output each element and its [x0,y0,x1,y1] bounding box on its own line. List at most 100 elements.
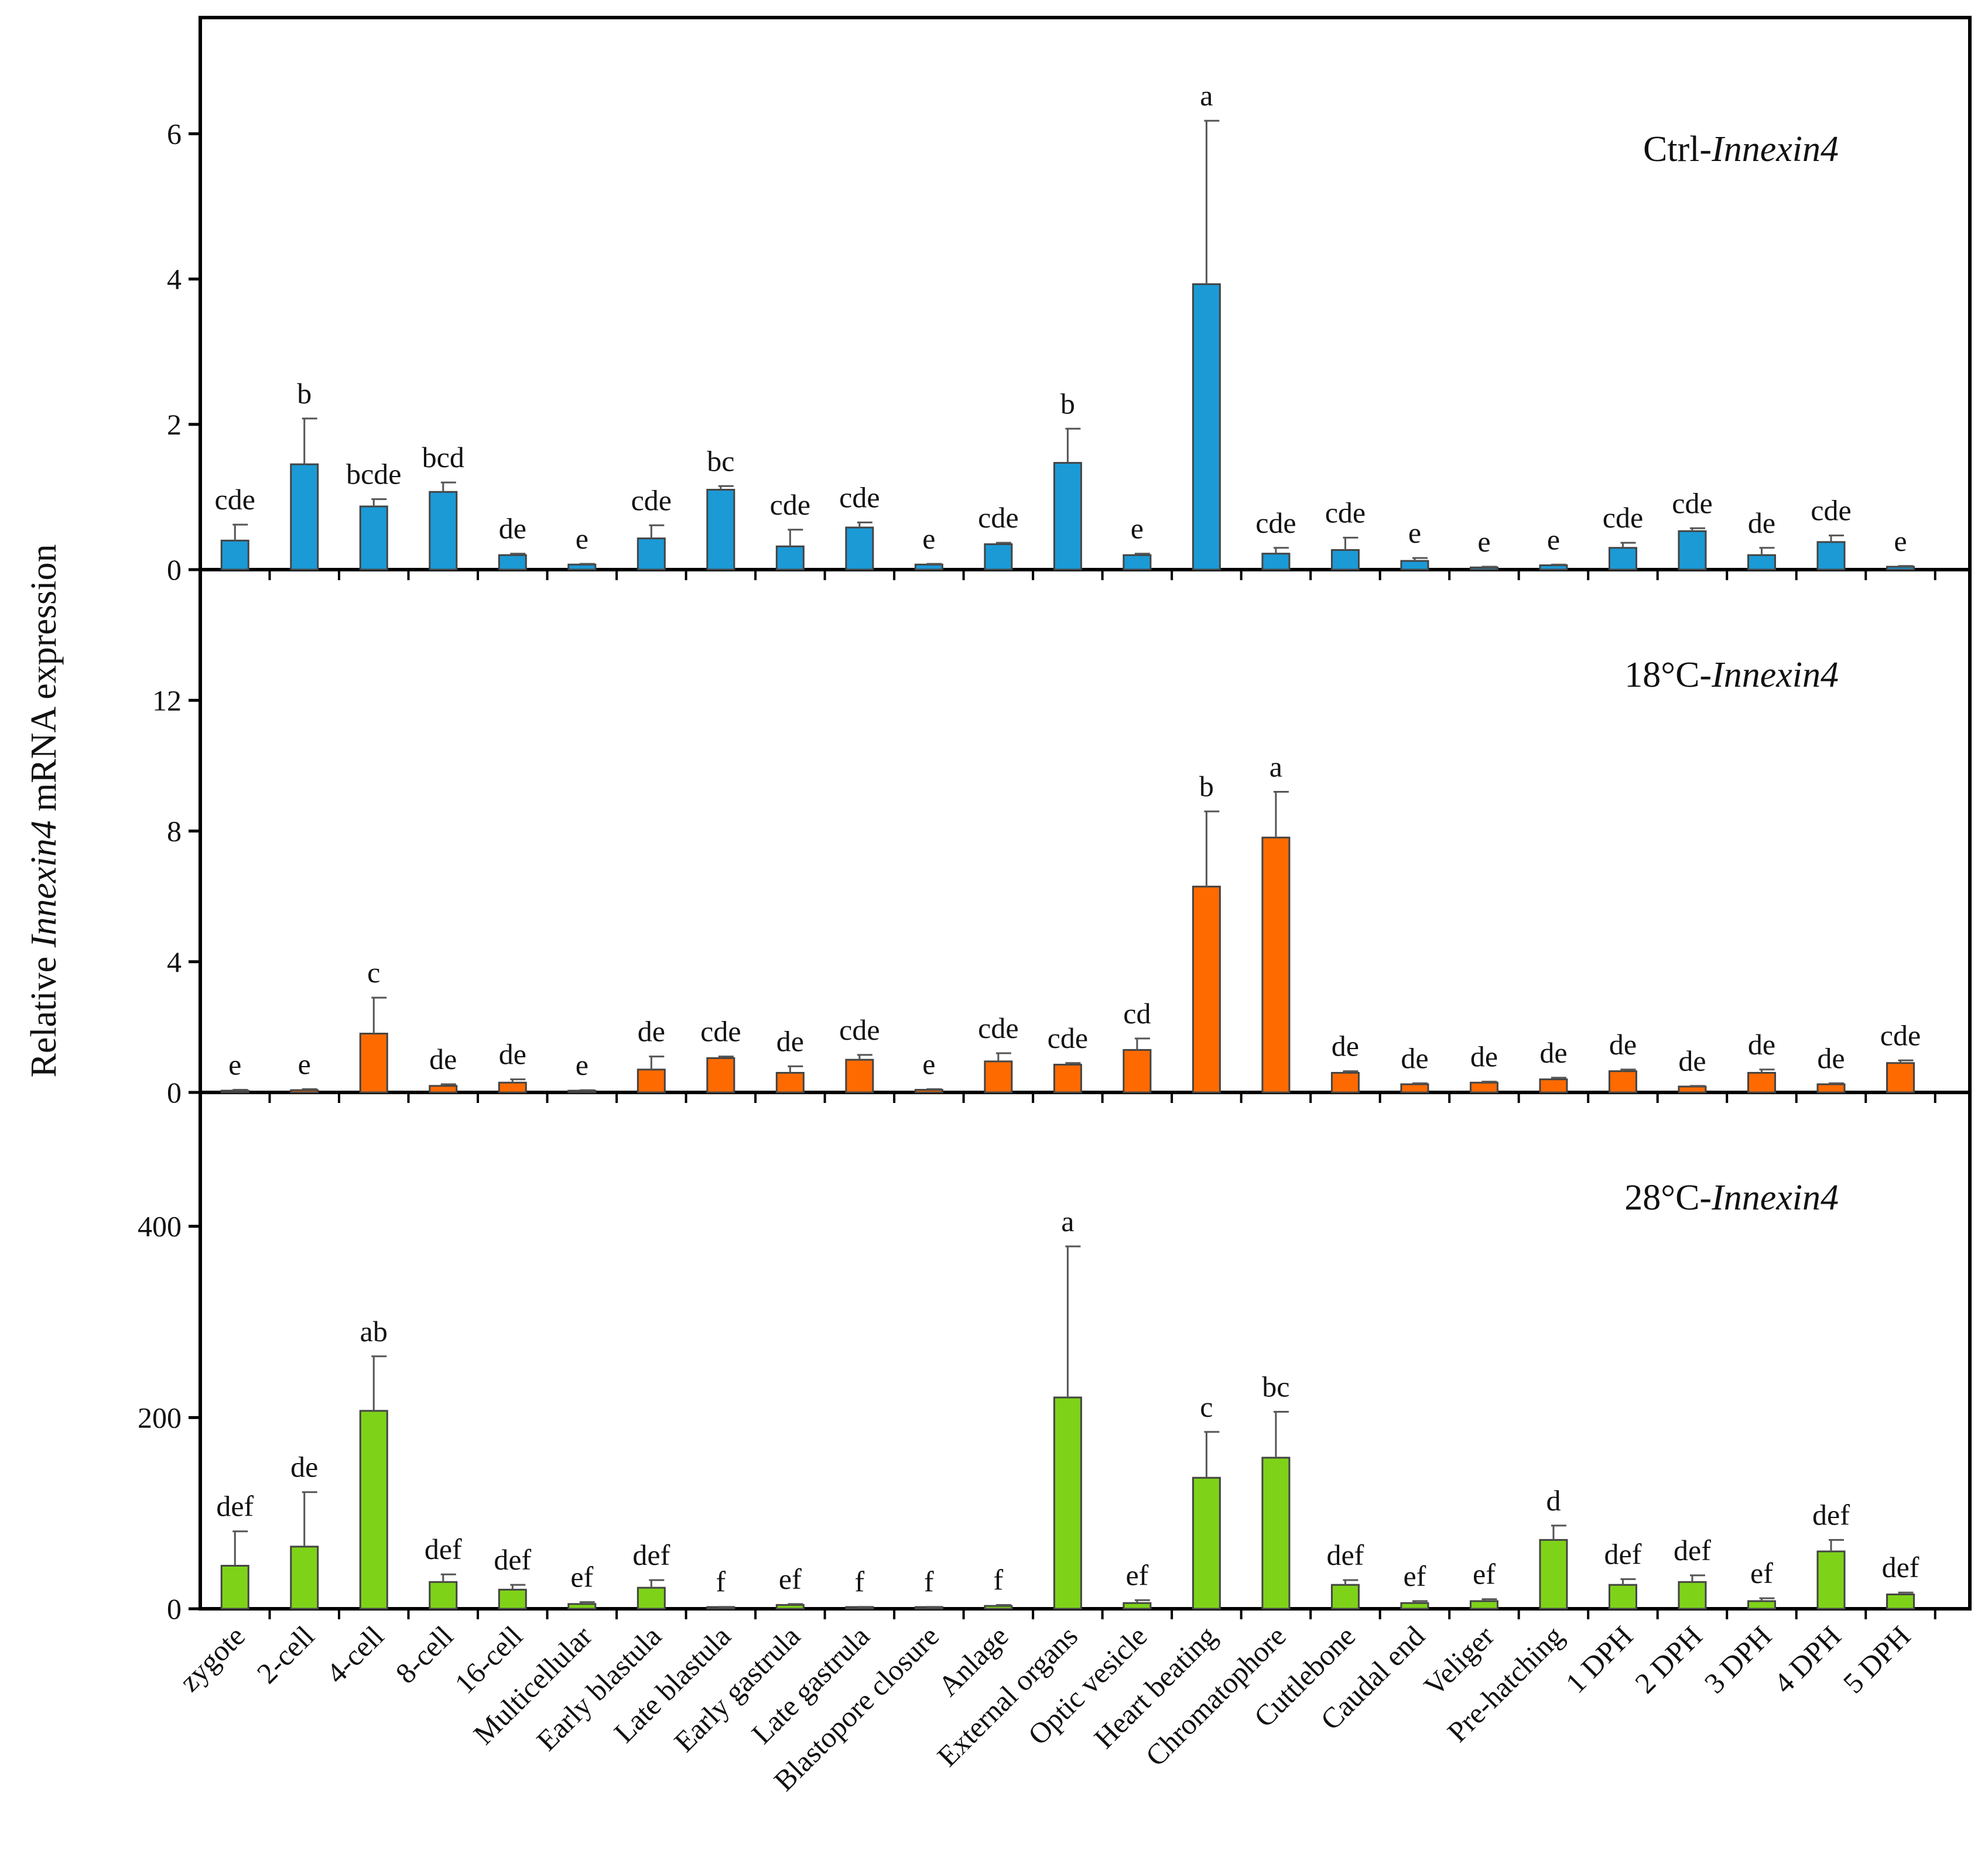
panel-1-sig-label-2: c [367,956,380,989]
panel-1-sig-label-4: de [499,1038,526,1071]
y-axis-label-suffix: mRNA expression [24,544,64,821]
panel-1-title: 18°C-Innexin4 [1624,655,1839,695]
panel-2-sig-label-2: ab [360,1315,388,1348]
panel-0-ytick-label-1: 2 [167,408,182,441]
panel-1-sig-label-13: cd [1123,997,1151,1030]
panel-0-bar-19 [1539,564,1568,571]
bars-layer [220,119,1915,1610]
panel-2-sig-label-13: ef [1125,1558,1148,1591]
panel-2-bar-8 [775,1604,805,1610]
panel-1-sig-label-0: e [228,1049,241,1081]
panel-1-bar-15 [1261,837,1291,1094]
panel-0-sig-label-3: bcd [422,441,464,474]
panel-1-bar-24 [1886,1062,1915,1094]
panel-2-bar-17 [1400,1602,1429,1610]
panel-0-bar-9 [845,526,874,571]
panel-1-sig-label-21: de [1678,1044,1706,1077]
panel-1-sig-label-16: de [1332,1030,1359,1063]
panel-0-bar-14 [1192,283,1221,571]
panel-1-bar-11 [984,1060,1013,1094]
panel-2-bar-15 [1261,1457,1291,1610]
panel-1-sig-label-7: cde [700,1015,741,1048]
panel-2-sig-label-12: a [1061,1205,1074,1238]
panel-0-bar-21 [1678,530,1707,571]
panel-1-sig-label-6: de [638,1015,665,1048]
panel-1-bar-19 [1539,1078,1568,1094]
panel-1-ytick-label-3: 12 [152,684,182,717]
category-label-2: 4-cell [320,1619,390,1690]
panel-1-bar-2 [359,1033,388,1094]
panel-1-sig-label-23: de [1817,1041,1845,1074]
panel-1-sig-label-11: cde [978,1012,1018,1044]
panel-2-sig-label-7: f [716,1565,726,1598]
panel-0-sig-label-23: cde [1811,494,1851,527]
panel-0-bar-1 [290,463,319,571]
panel-1-bar-4 [498,1081,527,1094]
panel-1-ytick-label-1: 4 [167,945,182,978]
panel-1-sig-label-20: de [1609,1028,1637,1061]
panel-1-bar-6 [637,1068,666,1094]
panel-1-bar-22 [1747,1072,1776,1094]
y-axis-label: Relative Innexin4 mRNA expression [24,544,64,1078]
panel-2-sig-label-22: ef [1750,1557,1773,1589]
panel-1-sig-label-8: de [776,1025,804,1057]
panel-0-bar-2 [359,505,388,571]
panel-0-sig-label-8: cde [770,488,810,521]
panel-0-sig-label-16: cde [1325,496,1366,529]
panel-2-bar-2 [359,1410,388,1610]
panel-2-sig-label-0: def [216,1490,254,1523]
panel-0-sig-label-0: cde [215,483,255,516]
panel-2-bar-19 [1539,1539,1568,1610]
panel-0-sig-label-1: b [297,377,312,410]
panel-1-sig-label-12: cde [1048,1022,1088,1054]
panel-1-sig-label-22: de [1748,1028,1775,1061]
panel-0-bar-11 [984,543,1013,571]
category-label-21: 2 DPH [1628,1619,1709,1700]
panel-2-bar-1 [290,1546,319,1610]
panel-1-bar-13 [1123,1049,1152,1094]
panel-1-sig-label-3: de [429,1043,457,1075]
y-axis-label-gene: Innexin4 [24,820,64,948]
axes-layer [189,16,1972,1619]
category-label-20: 1 DPH [1559,1619,1639,1700]
panel-1-bar-3 [429,1085,458,1094]
panel-1-bar-10 [914,1089,943,1094]
panel-1-sig-label-14: b [1199,770,1214,803]
panel-2-sig-label-10: f [924,1565,934,1598]
panel-0-bar-22 [1747,554,1776,571]
panel-1-sig-label-10: e [922,1047,935,1080]
panel-0-ytick-label-3: 6 [167,118,182,150]
panel-2-bar-6 [637,1587,666,1610]
panel-1-sig-label-5: e [576,1049,588,1081]
panel-1-ytick-label-2: 8 [167,815,182,848]
panel-1-bar-9 [845,1058,874,1094]
panel-1-sig-label-9: cde [839,1013,880,1046]
panel-2-sig-label-15: bc [1262,1371,1289,1403]
panel-0-bar-24 [1886,566,1915,571]
panel-2-bar-3 [429,1581,458,1610]
panel-2-sig-label-5: ef [570,1561,593,1594]
panel-0-bar-3 [429,491,458,571]
panel-2-sig-label-8: ef [779,1563,802,1595]
panel-2-sig-label-9: f [855,1565,865,1598]
panel-0-sig-label-6: cde [631,484,672,516]
panel-1-sig-label-15: a [1270,751,1282,783]
panel-2-bar-23 [1816,1550,1846,1610]
panel-1-ytick-label-0: 0 [167,1076,182,1109]
panel-0-sig-label-7: bc [707,444,734,477]
category-label-1: 2-cell [250,1619,320,1690]
panel-0-sig-label-19: e [1547,523,1560,556]
panel-0-ytick-label-2: 4 [167,263,182,296]
panel-0-bar-16 [1330,549,1360,571]
panel-0-sig-label-11: cde [978,501,1018,534]
panel-1-bar-20 [1608,1070,1637,1094]
panel-1-bar-23 [1816,1083,1846,1094]
panel-0-bar-0 [220,539,249,571]
panel-0-bar-18 [1469,566,1498,571]
panel-2-bar-4 [498,1588,527,1610]
panel-2-bar-24 [1886,1594,1915,1610]
panel-2-sig-label-18: ef [1473,1558,1496,1591]
panel-1-bar-7 [706,1057,735,1094]
